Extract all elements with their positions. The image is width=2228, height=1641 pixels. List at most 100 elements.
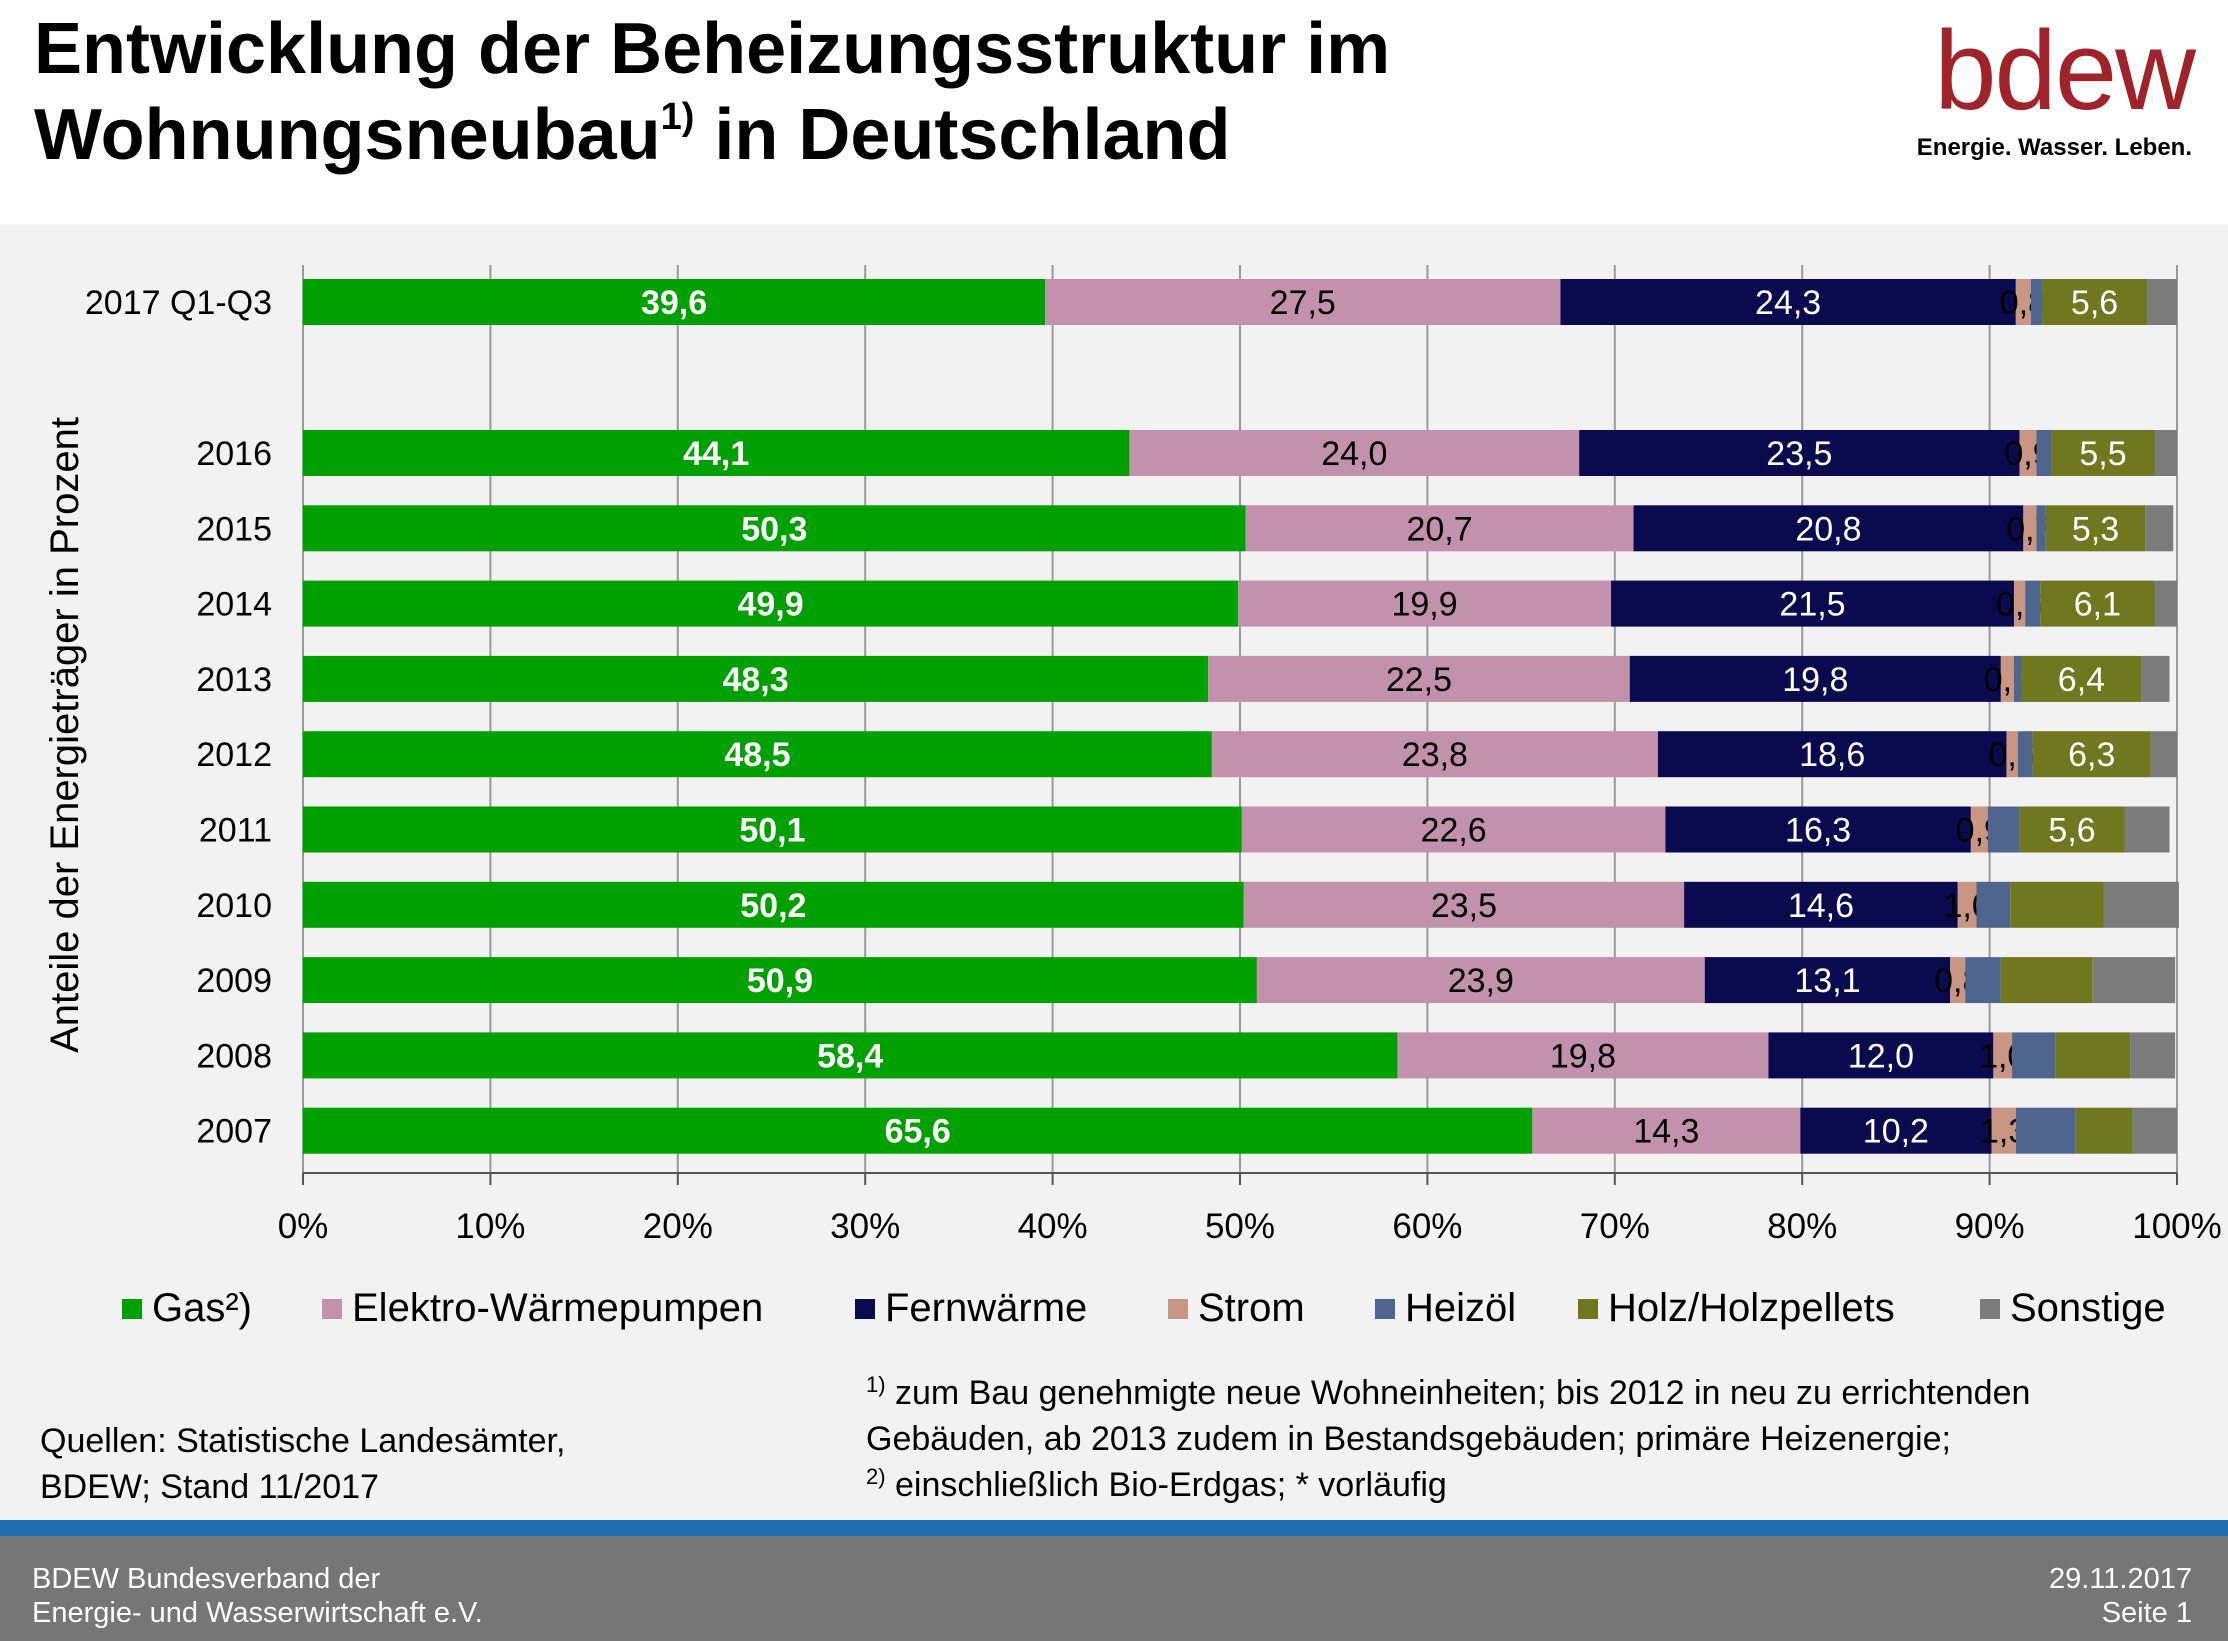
page-title: Entwicklung der Beheizungsstruktur im Wo… xyxy=(34,6,1390,178)
bar-segment xyxy=(1657,731,2007,778)
data-label: 6,3 xyxy=(2068,736,2115,774)
bar-segment xyxy=(303,580,1239,627)
bar-segment xyxy=(303,655,1209,702)
title-line-2a: Wohnungsneubau xyxy=(34,95,661,175)
bar-segment xyxy=(2025,580,2041,627)
title-line-2b: in Deutschland xyxy=(694,95,1231,175)
bar-segment xyxy=(1611,580,2014,627)
footnote-1-line-2: Gebäuden, ab 2013 zudem in Bestandsgebäu… xyxy=(866,1420,1951,1458)
bar-segment xyxy=(1241,806,1666,853)
data-label: 50,2 xyxy=(740,887,806,925)
chart-panel: 0% 10% 20% 30% 40% 50% 60% 70% 80% 90% 100% Anteile… xyxy=(0,225,2228,1520)
bar-segment xyxy=(2006,731,2018,778)
data-label: 23,5 xyxy=(1766,435,1832,473)
data-label: 50,3 xyxy=(741,510,807,548)
stacked-bar-chart: 0% 10% 20% 30% 40% 50% 60% 70% 80% 90% 100% Anteile… xyxy=(43,265,2222,1246)
bar-segment xyxy=(303,1032,1398,1079)
data-label: 10,2 xyxy=(1863,1113,1929,1151)
bar-segment xyxy=(2132,1107,2177,1154)
footnote-1: 1) zum Bau genehmigte neue Wohneinheiten… xyxy=(866,1370,2206,1416)
bar-segment xyxy=(303,505,1246,552)
bar-segment xyxy=(2055,1032,2131,1079)
bar-segment xyxy=(2021,655,2142,702)
category-label: 2008 xyxy=(196,1037,272,1075)
data-label: 6,4 xyxy=(2058,661,2105,699)
data-label: 22,5 xyxy=(1386,661,1452,699)
bar-segment xyxy=(1629,655,2001,702)
x-tick-label: 30% xyxy=(830,1207,900,1246)
bar-segment xyxy=(303,806,1242,853)
footnote-1-mark: 1) xyxy=(866,1372,886,1397)
bar-segment xyxy=(303,279,1046,325)
bar-segment xyxy=(303,430,1130,476)
category-label: 2009 xyxy=(196,962,272,1000)
bar-segment xyxy=(2019,806,2125,853)
bar-segment xyxy=(2013,655,2022,702)
bar-segment xyxy=(2000,655,2014,702)
bar-segment xyxy=(303,1107,1533,1154)
bar-segment xyxy=(1129,430,1580,476)
legend-item: Heizöl xyxy=(1375,1278,1516,1338)
data-label: 24,0 xyxy=(1321,435,1387,473)
x-tick-label: 40% xyxy=(1018,1207,1088,1246)
footer-org-line-2: Energie- und Wasserwirtschaft e.V. xyxy=(32,1597,483,1629)
data-label: 5,6 xyxy=(2071,284,2118,322)
bar-segment xyxy=(1991,1107,2016,1154)
bar-segment xyxy=(1633,505,2024,552)
x-tick-label: 10% xyxy=(455,1207,525,1246)
data-label: 44,1 xyxy=(683,435,749,473)
category-label: 2015 xyxy=(196,510,272,548)
footer-page: Seite 1 xyxy=(2101,1597,2192,1629)
x-tick-label: 100% xyxy=(2132,1207,2222,1246)
bar-segment xyxy=(1243,881,1685,928)
data-label: 23,5 xyxy=(1431,887,1497,925)
bar-segment xyxy=(2040,580,2155,627)
category-label: 2016 xyxy=(196,435,272,473)
bar-segment xyxy=(303,731,1212,778)
bar-segment xyxy=(303,957,1257,1004)
bar-segment xyxy=(2010,881,2104,928)
data-label: 23,9 xyxy=(1448,962,1514,1000)
bar-segment xyxy=(1579,430,2020,476)
data-label: 58,4 xyxy=(817,1037,883,1075)
bar-segment xyxy=(2013,580,2026,627)
bar-segment xyxy=(2045,505,2146,552)
data-label: 13,1 xyxy=(1794,962,1860,1000)
data-label: 20,8 xyxy=(1795,510,1861,548)
bar-segment xyxy=(2154,580,2177,627)
footnote-2-mark: 2) xyxy=(866,1464,886,1489)
data-label: 19,9 xyxy=(1391,586,1457,624)
bar-segment xyxy=(1684,881,1958,928)
data-label: 27,5 xyxy=(1270,284,1336,322)
bar-segment xyxy=(2150,731,2177,778)
bar-segment xyxy=(2023,505,2037,552)
bar-segment xyxy=(1208,655,1630,702)
legend-label: Gas²) xyxy=(152,1286,252,1330)
data-label: 19,8 xyxy=(1782,661,1848,699)
category-label: 2011 xyxy=(199,812,272,850)
bar-segment xyxy=(2036,505,2046,552)
bar-segment xyxy=(2015,279,2031,325)
legend-item: Gas²) xyxy=(122,1278,252,1338)
bar-segment xyxy=(1704,957,1951,1004)
x-tick-label: 90% xyxy=(1955,1207,2025,1246)
bar-segment xyxy=(2032,731,2151,778)
bar-segment xyxy=(1211,731,1658,778)
x-tick-label: 0% xyxy=(278,1207,329,1246)
bar-segment xyxy=(2012,1032,2056,1079)
data-label: 50,9 xyxy=(747,962,813,1000)
data-label: 65,6 xyxy=(885,1113,951,1151)
title-footnote-mark: 1) xyxy=(660,96,695,138)
bar-segment xyxy=(1950,957,1966,1004)
data-label: 6,1 xyxy=(2074,586,2121,624)
legend-swatch xyxy=(322,1299,342,1319)
legend-swatch xyxy=(1980,1299,2000,1319)
category-label: 2017 Q1-Q3 xyxy=(85,284,272,322)
category-label: 2013 xyxy=(196,661,272,699)
bar-segment xyxy=(1987,806,2020,853)
bar-segment xyxy=(1397,1032,1769,1079)
bar-segment xyxy=(1665,806,1971,853)
data-label: 18,6 xyxy=(1799,736,1865,774)
footer: BDEW Bundesverband der Energie- und Wass… xyxy=(0,1536,2228,1641)
data-label: 14,6 xyxy=(1788,887,1854,925)
